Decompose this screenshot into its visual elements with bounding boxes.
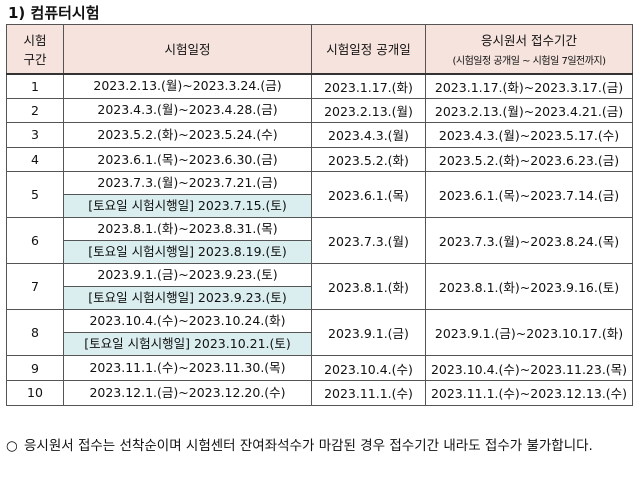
schedule-range: 2023.2.13.(월)~2023.3.24.(금): [93, 78, 282, 94]
table-row: 9 2023.11.1.(수)~2023.11.30.(목) 2023.10.4.(…: [6, 355, 633, 381]
apply-period-cell: 2023.9.1.(금)~2023.10.17.(화): [425, 309, 633, 357]
announce-cell: 2023.7.3.(월): [311, 217, 426, 265]
header-row: 시험 구간 시험일정 시험일정 공개일 응시원서 접수기간 (시험일정 공개일 …: [6, 24, 633, 75]
table-row: 5 2023.7.3.(월)~2023.7.21.(금) [토요일 시험시행일] 2…: [6, 171, 633, 219]
table-row: 8 2023.10.4.(수)~2023.10.24.(화) [토요일 시험시행일]…: [6, 309, 633, 357]
table-row: 2 2023.4.3.(월)~2023.4.28.(금) 2023.2.13.(월)…: [6, 97, 633, 124]
table-row: 10 2023.12.1.(금)~2023.12.20.(수) 2023.11.1.…: [6, 379, 633, 406]
announce-cell: 2023.11.1.(수): [311, 379, 426, 406]
saturday-exam-date: [토요일 시험시행일] 2023.10.21.(토): [64, 332, 311, 356]
schedule-range: 2023.10.4.(수)~2023.10.24.(화): [89, 313, 286, 329]
schedule-range: 2023.6.1.(목)~2023.6.30.(금): [97, 151, 278, 167]
section-title: 1) 컴퓨터시험: [8, 4, 100, 22]
announce-cell: 2023.6.1.(목): [311, 171, 426, 219]
round-cell: 8: [6, 309, 64, 357]
schedule-cell: 2023.7.3.(월)~2023.7.21.(금) [토요일 시험시행일] 20…: [63, 171, 312, 219]
schedule-cell: 2023.4.3.(월)~2023.4.28.(금): [63, 97, 312, 124]
announce-cell: 2023.8.1.(화): [311, 263, 426, 311]
table-row: 7 2023.9.1.(금)~2023.9.23.(토) [토요일 시험시행일] 2…: [6, 263, 633, 311]
apply-period-cell: 2023.8.1.(화)~2023.9.16.(토): [425, 263, 633, 311]
announce-cell: 2023.2.13.(월): [311, 97, 426, 124]
announce-cell: 2023.9.1.(금): [311, 309, 426, 357]
apply-period-cell: 2023.4.3.(월)~2023.5.17.(수): [425, 122, 633, 148]
schedule-range: 2023.9.1.(금)~2023.9.23.(토): [97, 267, 278, 283]
header-apply: 응시원서 접수기간 (시험일정 공개일 ~ 시험일 7일전까지): [425, 24, 633, 75]
saturday-exam-date: [토요일 시험시행일] 2023.9.23.(토): [64, 286, 311, 310]
notice: ○ 응시원서 접수는 선착순이며 시험센터 잔여좌석수가 마감된 경우 접수기간 …: [6, 434, 638, 458]
notice-text: 응시원서 접수는 선착순이며 시험센터 잔여좌석수가 마감된 경우 접수기간 내…: [24, 438, 593, 454]
schedule-cell: 2023.5.2.(화)~2023.5.24.(수): [63, 122, 312, 148]
apply-period-cell: 2023.7.3.(월)~2023.8.24.(목): [425, 217, 633, 265]
round-cell: 7: [6, 263, 64, 311]
header-schedule: 시험일정: [63, 24, 312, 75]
header-round: 시험 구간: [6, 24, 64, 75]
round-cell: 5: [6, 171, 64, 219]
apply-period-cell: 2023.2.13.(월)~2023.4.21.(금): [425, 97, 633, 124]
schedule-range: 2023.7.3.(월)~2023.7.21.(금): [97, 175, 278, 191]
round-cell: 4: [6, 146, 64, 173]
schedule-cell: 2023.9.1.(금)~2023.9.23.(토) [토요일 시험시행일] 20…: [63, 263, 312, 311]
apply-period-cell: 2023.5.2.(화)~2023.6.23.(금): [425, 146, 633, 173]
saturday-exam-date: [토요일 시험시행일] 2023.7.15.(토): [64, 194, 311, 218]
table-row: 3 2023.5.2.(화)~2023.5.24.(수) 2023.4.3.(월) 2…: [6, 122, 633, 148]
table-row: 1 2023.2.13.(월)~2023.3.24.(금) 2023.1.17.(화…: [6, 73, 633, 99]
header-apply-label: 응시원서 접수기간: [481, 33, 577, 49]
schedule-range: 2023.8.1.(화)~2023.8.31.(목): [97, 221, 278, 237]
round-cell: 2: [6, 97, 64, 124]
apply-period-cell: 2023.11.1.(수)~2023.12.13.(수): [425, 379, 633, 406]
round-cell: 10: [6, 379, 64, 406]
announce-cell: 2023.1.17.(화): [311, 73, 426, 99]
schedule-cell: 2023.11.1.(수)~2023.11.30.(목): [63, 355, 312, 381]
round-cell: 3: [6, 122, 64, 148]
apply-period-cell: 2023.10.4.(수)~2023.11.23.(목): [425, 355, 633, 381]
table-row: 6 2023.8.1.(화)~2023.8.31.(목) [토요일 시험시행일] 2…: [6, 217, 633, 265]
bullet-circle-icon: ○: [6, 438, 18, 454]
table-row: 4 2023.6.1.(목)~2023.6.30.(금) 2023.5.2.(화) 2…: [6, 146, 633, 173]
schedule-range: 2023.12.1.(금)~2023.12.20.(수): [89, 384, 286, 400]
round-cell: 6: [6, 217, 64, 265]
apply-period-cell: 2023.1.17.(화)~2023.3.17.(금): [425, 73, 633, 99]
header-announce: 시험일정 공개일: [311, 24, 426, 75]
announce-cell: 2023.5.2.(화): [311, 146, 426, 173]
round-cell: 1: [6, 73, 64, 99]
schedule-cell: 2023.10.4.(수)~2023.10.24.(화) [토요일 시험시행일] …: [63, 309, 312, 357]
saturday-exam-date: [토요일 시험시행일] 2023.8.19.(토): [64, 240, 311, 264]
schedule-range: 2023.5.2.(화)~2023.5.24.(수): [97, 126, 278, 142]
announce-cell: 2023.10.4.(수): [311, 355, 426, 381]
schedule-cell: 2023.8.1.(화)~2023.8.31.(목) [토요일 시험시행일] 20…: [63, 217, 312, 265]
header-apply-sub: (시험일정 공개일 ~ 시험일 7일전까지): [452, 56, 606, 68]
schedule-cell: 2023.6.1.(목)~2023.6.30.(금): [63, 146, 312, 173]
exam-schedule-table: 시험 구간 시험일정 시험일정 공개일 응시원서 접수기간 (시험일정 공개일 …: [6, 24, 633, 406]
table-body: 1 2023.2.13.(월)~2023.3.24.(금) 2023.1.17.(화…: [6, 73, 633, 406]
schedule-cell: 2023.2.13.(월)~2023.3.24.(금): [63, 73, 312, 99]
announce-cell: 2023.4.3.(월): [311, 122, 426, 148]
schedule-range: 2023.11.1.(수)~2023.11.30.(목): [89, 360, 286, 376]
apply-period-cell: 2023.6.1.(목)~2023.7.14.(금): [425, 171, 633, 219]
schedule-range: 2023.4.3.(월)~2023.4.28.(금): [97, 102, 278, 118]
round-cell: 9: [6, 355, 64, 381]
schedule-cell: 2023.12.1.(금)~2023.12.20.(수): [63, 379, 312, 406]
